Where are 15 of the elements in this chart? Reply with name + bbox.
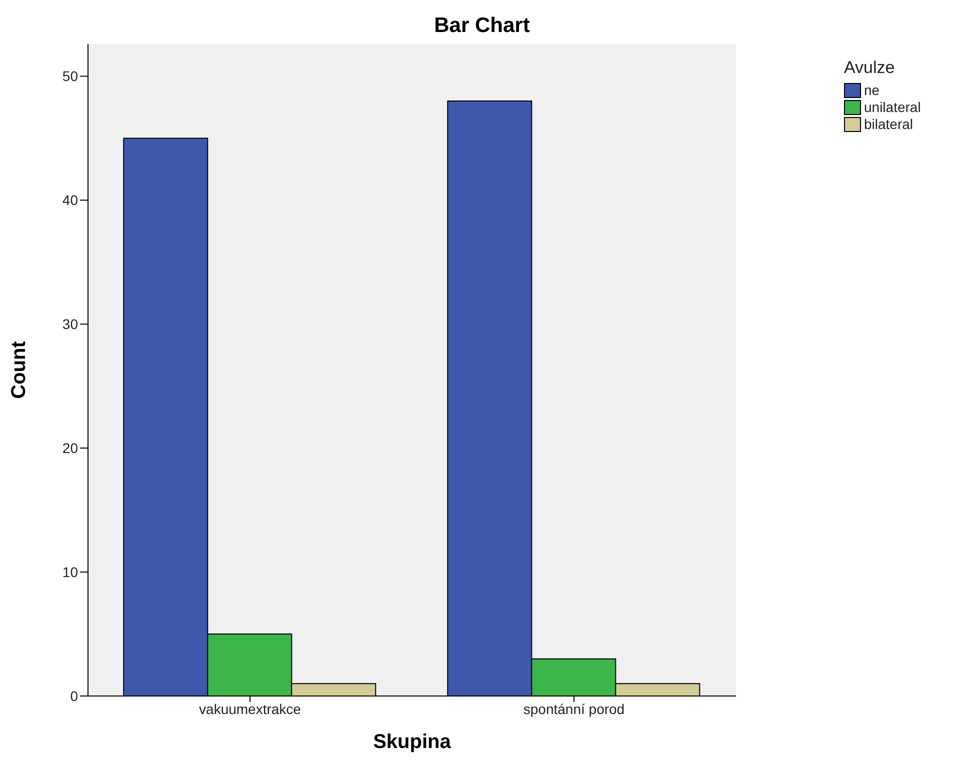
chart-title: Bar Chart [433,14,531,38]
legend-label: ne [864,82,880,98]
x-axis-title: Skupina [373,731,452,753]
y-tick-label: 30 [62,316,78,332]
x-tick-label: spontánní porod [523,700,625,717]
legend-label: unilateral [864,99,921,115]
legend-label: bilateral [864,116,914,132]
y-tick-label: 0 [70,688,78,704]
y-tick-label: 20 [62,440,78,456]
x-tick-label: vakuumextrakce [199,700,302,717]
y-tick-label: 10 [62,564,78,580]
y-axis-title: Count [8,340,30,399]
legend-title: Avulze [844,58,896,78]
y-tick-label: 50 [62,68,78,84]
y-tick-label: 40 [62,192,78,208]
